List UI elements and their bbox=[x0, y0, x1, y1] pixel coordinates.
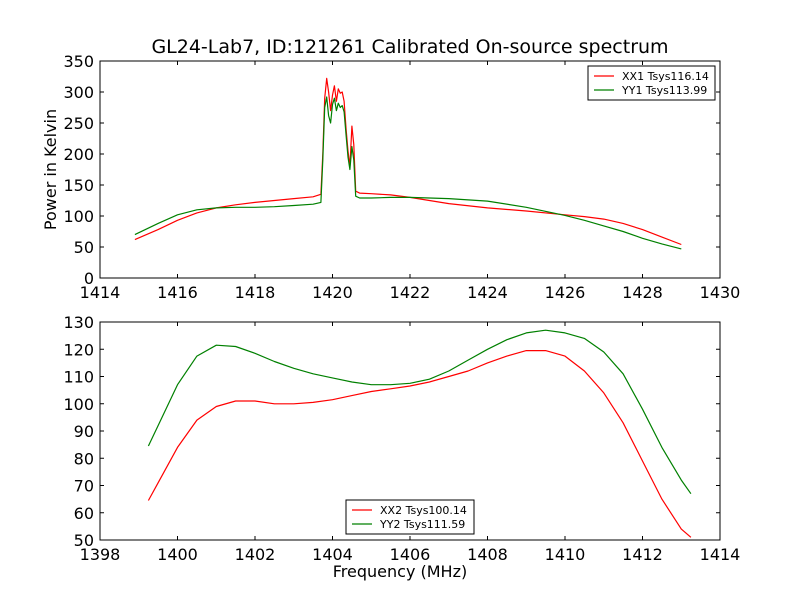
x-tick-label: 1406 bbox=[390, 545, 431, 564]
x-tick-label: 1422 bbox=[390, 283, 431, 302]
y-tick-label: 150 bbox=[63, 176, 94, 195]
legend-box bbox=[345, 499, 475, 535]
x-tick-label: 1424 bbox=[467, 283, 508, 302]
y-tick-label: 350 bbox=[63, 52, 94, 71]
y-tick-label: 300 bbox=[63, 83, 94, 102]
y-tick-label: 200 bbox=[63, 145, 94, 164]
y-tick-label: 250 bbox=[63, 114, 94, 133]
x-tick-label: 1430 bbox=[700, 283, 741, 302]
chart-title: GL24-Lab7, ID:121261 Calibrated On-sourc… bbox=[151, 36, 668, 58]
series-line-1-1 bbox=[134, 77, 682, 246]
x-tick-label: 1414 bbox=[80, 283, 121, 302]
y-tick-label: 120 bbox=[63, 340, 94, 359]
x-tick-label: 1420 bbox=[312, 283, 353, 302]
legend-box bbox=[587, 65, 716, 101]
x-axis-label: Frequency (MHz) bbox=[333, 562, 467, 581]
y-tick-label: 50 bbox=[74, 531, 94, 550]
legend-label: XX1 Tsys116.14 bbox=[622, 70, 709, 83]
legend-label: YY2 Tsys111.59 bbox=[379, 518, 465, 531]
x-tick-label: 1402 bbox=[235, 545, 276, 564]
x-tick-label: 1404 bbox=[312, 545, 353, 564]
y-tick-label: 50 bbox=[74, 238, 94, 257]
x-tick-label: 1398 bbox=[80, 545, 121, 564]
series-line-1-2 bbox=[134, 96, 682, 250]
y-tick-label: 130 bbox=[63, 313, 94, 332]
y-axis-label: Power in Kelvin bbox=[41, 109, 60, 230]
series-line-2-1 bbox=[147, 350, 692, 538]
y-tick-label: 100 bbox=[63, 207, 94, 226]
x-tick-label: 1410 bbox=[545, 545, 586, 564]
x-tick-label: 1418 bbox=[235, 283, 276, 302]
x-tick-label: 1408 bbox=[467, 545, 508, 564]
x-tick-label: 1416 bbox=[157, 283, 198, 302]
y-tick-label: 110 bbox=[63, 368, 94, 387]
legend-label: YY1 Tsys113.99 bbox=[621, 84, 707, 97]
x-tick-label: 1414 bbox=[700, 545, 741, 564]
y-tick-label: 60 bbox=[74, 504, 94, 523]
x-tick-label: 1426 bbox=[545, 283, 586, 302]
x-tick-label: 1428 bbox=[622, 283, 663, 302]
x-tick-label: 1412 bbox=[622, 545, 663, 564]
plot-panel-2: 1398 1400 1402 1404 1406 1408 1410 1412 1414 50 60… bbox=[63, 313, 740, 581]
y-tick-label: 80 bbox=[74, 449, 94, 468]
x-tick-label: 1400 bbox=[157, 545, 198, 564]
plot-panel-1: 1414 1416 1418 1420 1422 1424 1426 1428 1430 0 50 1… bbox=[41, 52, 740, 302]
y-tick-label: 90 bbox=[74, 422, 94, 441]
legend-label: XX2 Tsys100.14 bbox=[380, 504, 467, 517]
series-line-2-2 bbox=[147, 329, 692, 495]
y-tick-label: 100 bbox=[63, 395, 94, 414]
y-tick-label: 70 bbox=[74, 477, 94, 496]
y-tick-label: 0 bbox=[84, 269, 94, 288]
